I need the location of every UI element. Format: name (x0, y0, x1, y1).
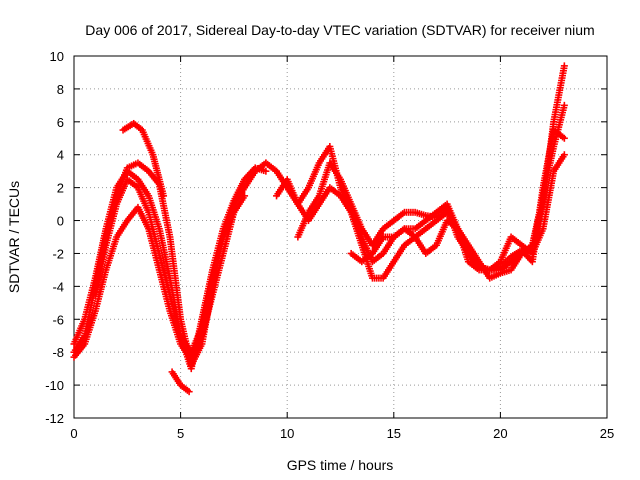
data-point (262, 167, 270, 175)
y-tick-label: 8 (57, 82, 64, 97)
y-tick-label: 0 (57, 214, 64, 229)
series-track-6 (168, 368, 193, 396)
series-track-10 (347, 151, 568, 274)
axis-ticks: 0 5 10 15 20 25 -12 -10 -8 -6 -4 -2 0 2 4 6 8 10 (45, 49, 614, 441)
x-tick-label: 10 (280, 426, 294, 441)
y-tick-label: 10 (50, 49, 64, 64)
x-tick-label: 15 (387, 426, 401, 441)
data-point (241, 192, 249, 200)
y-tick-label: 2 (57, 181, 64, 196)
data-point (560, 101, 568, 109)
plot-frame (73, 55, 608, 419)
y-tick-label: -12 (45, 411, 64, 426)
data-point (160, 192, 168, 200)
x-tick-label: 20 (493, 426, 507, 441)
y-tick-label: -2 (52, 246, 64, 261)
series-track-5 (119, 119, 168, 200)
y-tick-label: 6 (57, 115, 64, 130)
y-tick-label: -4 (52, 279, 64, 294)
series-track-4 (91, 175, 238, 356)
x-axis-label: GPS time / hours (287, 457, 394, 473)
chart-title: Day 006 of 2017, Sidereal Day-to-day VTE… (85, 22, 594, 38)
x-tick-label: 5 (177, 426, 184, 441)
y-axis-label: SDTVAR / TECUs (6, 181, 22, 293)
grid-lines (74, 56, 607, 418)
data-point (185, 388, 193, 396)
data-point (560, 62, 568, 70)
data-point (230, 208, 238, 216)
y-tick-label: 4 (57, 148, 64, 163)
x-tick-label: 25 (600, 426, 614, 441)
data-point (560, 134, 568, 142)
y-tick-label: -8 (52, 345, 64, 360)
data-point (560, 151, 568, 159)
x-tick-label: 0 (70, 426, 77, 441)
y-tick-label: -10 (45, 378, 64, 393)
y-tick-label: -6 (52, 312, 64, 327)
data-points (70, 62, 568, 396)
